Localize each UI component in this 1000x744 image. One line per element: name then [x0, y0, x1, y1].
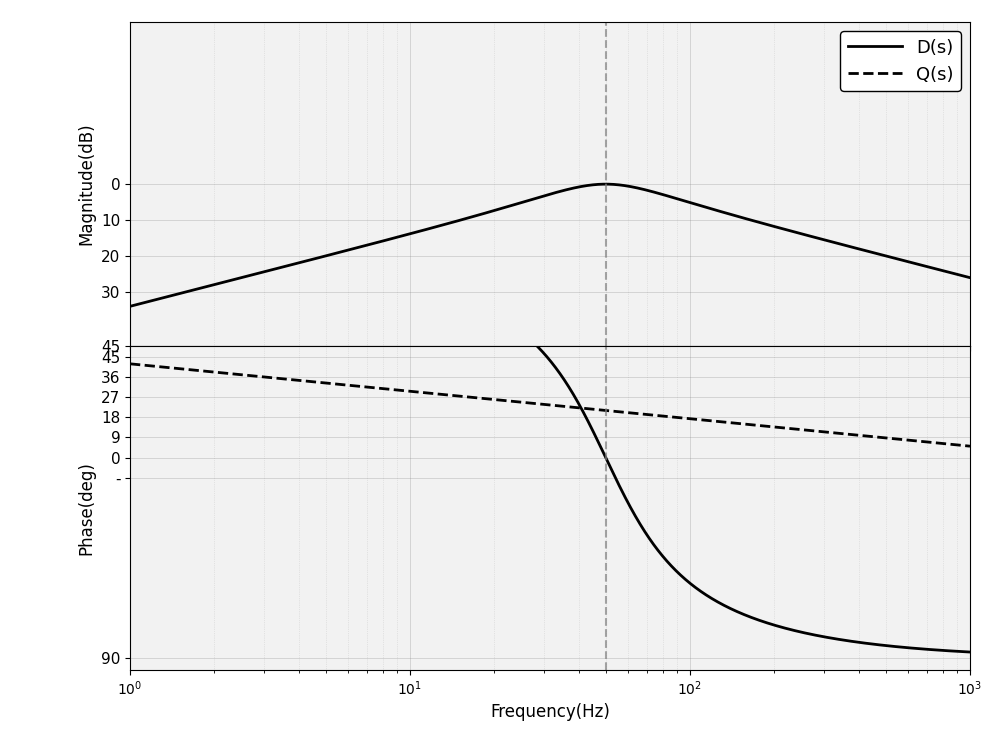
X-axis label: Frequency(Hz): Frequency(Hz): [490, 704, 610, 722]
Y-axis label: Magnitude(dB): Magnitude(dB): [77, 123, 95, 246]
Legend: D(s), Q(s): D(s), Q(s): [840, 31, 961, 91]
Y-axis label: Phase(deg): Phase(deg): [77, 461, 95, 555]
